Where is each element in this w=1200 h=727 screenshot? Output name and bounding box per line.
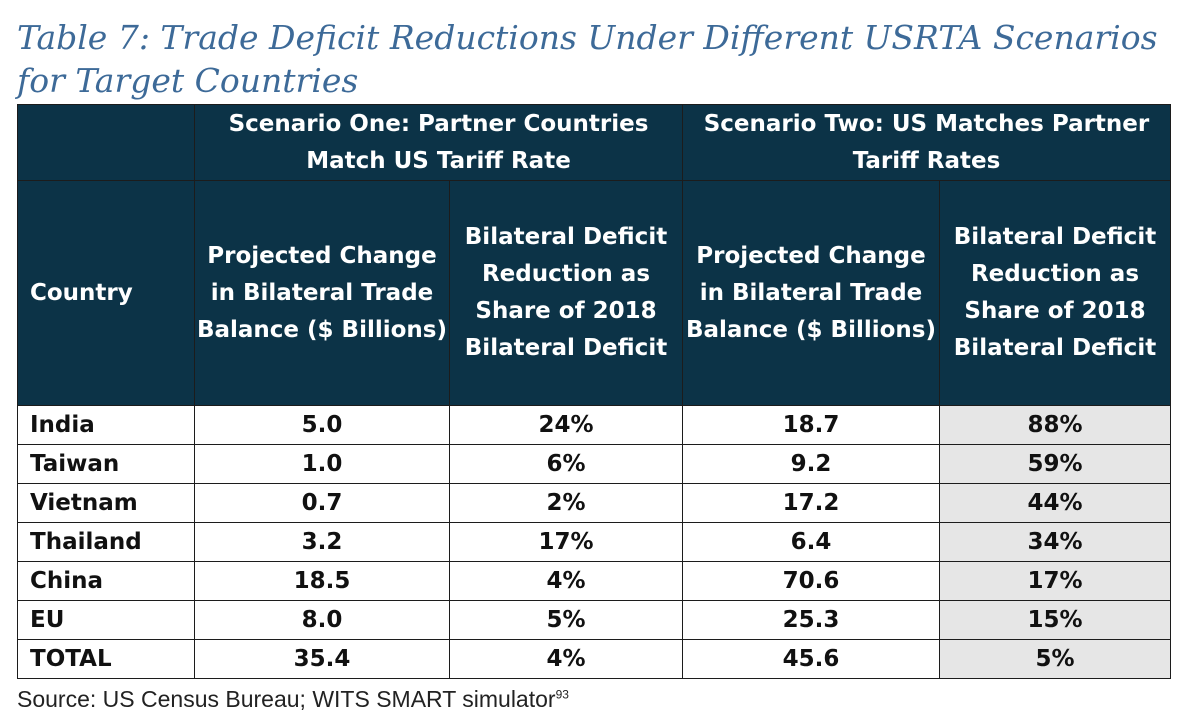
table-row: Thailand 3.2 17% 6.4 34% [17,522,1171,562]
cell-s1-change: 3.2 [194,522,450,562]
cell-country: Taiwan [17,444,195,484]
cell-country: China [17,561,195,601]
cell-s1-change: 5.0 [194,405,450,445]
table-row: EU 8.0 5% 25.3 15% [17,600,1171,640]
cell-s2-change: 45.6 [682,639,940,679]
cell-s2-change: 18.7 [682,405,940,445]
cell-s2-change: 70.6 [682,561,940,601]
cell-s1-change: 1.0 [194,444,450,484]
source-note: Source: US Census Bureau; WITS SMART sim… [17,686,569,713]
cell-s2-share: 5% [939,639,1171,679]
table-row: Taiwan 1.0 6% 9.2 59% [17,444,1171,484]
cell-s2-change: 17.2 [682,483,940,523]
cell-s2-change: 25.3 [682,600,940,640]
cell-s1-change: 35.4 [194,639,450,679]
cell-s2-change: 9.2 [682,444,940,484]
cell-s1-change: 0.7 [194,483,450,523]
cell-country: Thailand [17,522,195,562]
cell-s1-share: 5% [449,600,683,640]
cell-country: TOTAL [17,639,195,679]
cell-country: EU [17,600,195,640]
header-scenario-two: Scenario Two: US Matches Partner Tariff … [682,104,1171,181]
source-text: Source: US Census Bureau; WITS SMART sim… [17,686,556,712]
trade-deficit-table: Scenario One: Partner Countries Match US… [17,104,1171,679]
page-title: Table 7: Trade Deficit Reductions Under … [17,18,1158,100]
cell-s1-share: 4% [449,561,683,601]
cell-s1-share: 2% [449,483,683,523]
cell-country: Vietnam [17,483,195,523]
header-country: Country [17,180,195,406]
header-s2-share: Bilateral Deficit Reduction as Share of … [939,180,1171,406]
header-s1-change: Projected Change in Bilateral Trade Bala… [194,180,450,406]
header-scenario-one: Scenario One: Partner Countries Match US… [194,104,683,181]
cell-s2-share: 44% [939,483,1171,523]
cell-s2-change: 6.4 [682,522,940,562]
cell-s1-share: 6% [449,444,683,484]
cell-s2-share: 88% [939,405,1171,445]
table-row: China 18.5 4% 70.6 17% [17,561,1171,601]
cell-s2-share: 15% [939,600,1171,640]
cell-s1-share: 17% [449,522,683,562]
header-empty-cell [17,104,195,181]
cell-s2-share: 17% [939,561,1171,601]
cell-s2-share: 34% [939,522,1171,562]
cell-country: India [17,405,195,445]
header-s1-share: Bilateral Deficit Reduction as Share of … [449,180,683,406]
cell-s2-share: 59% [939,444,1171,484]
table-row: India 5.0 24% 18.7 88% [17,405,1171,445]
header-s2-change: Projected Change in Bilateral Trade Bala… [682,180,940,406]
table-row: Vietnam 0.7 2% 17.2 44% [17,483,1171,523]
table-row-total: TOTAL 35.4 4% 45.6 5% [17,639,1171,679]
cell-s1-share: 4% [449,639,683,679]
cell-s1-change: 8.0 [194,600,450,640]
footnote-marker: 93 [555,687,569,702]
cell-s1-share: 24% [449,405,683,445]
cell-s1-change: 18.5 [194,561,450,601]
